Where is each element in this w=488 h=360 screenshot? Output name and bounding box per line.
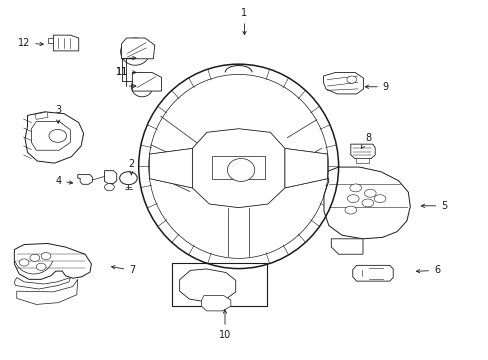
Polygon shape	[350, 144, 374, 158]
Polygon shape	[14, 278, 70, 289]
Ellipse shape	[49, 130, 66, 142]
Polygon shape	[104, 171, 117, 184]
Polygon shape	[17, 279, 78, 305]
Ellipse shape	[227, 158, 254, 181]
Ellipse shape	[346, 195, 358, 203]
Polygon shape	[192, 129, 285, 208]
Ellipse shape	[104, 184, 114, 191]
Ellipse shape	[139, 64, 338, 269]
Polygon shape	[355, 158, 368, 163]
Ellipse shape	[364, 189, 375, 197]
Polygon shape	[323, 72, 363, 94]
Ellipse shape	[361, 199, 373, 207]
Polygon shape	[324, 167, 409, 239]
Polygon shape	[149, 148, 192, 188]
Text: 1: 1	[241, 8, 247, 35]
Polygon shape	[352, 265, 392, 281]
Polygon shape	[14, 243, 91, 279]
Text: 3: 3	[55, 105, 61, 123]
Ellipse shape	[349, 184, 361, 192]
Text: 6: 6	[416, 265, 439, 275]
Text: 12: 12	[18, 38, 43, 48]
Polygon shape	[35, 112, 48, 120]
Polygon shape	[78, 175, 92, 184]
Text: 5: 5	[421, 201, 447, 211]
Text: 10: 10	[219, 310, 231, 340]
Polygon shape	[25, 112, 83, 163]
Polygon shape	[285, 148, 327, 188]
Bar	[172, 263, 267, 306]
Ellipse shape	[121, 38, 150, 65]
Text: 11: 11	[115, 67, 127, 77]
Polygon shape	[53, 35, 79, 51]
Text: 11: 11	[115, 67, 136, 77]
Ellipse shape	[30, 254, 40, 261]
Ellipse shape	[346, 76, 356, 83]
Polygon shape	[122, 38, 155, 59]
Ellipse shape	[131, 77, 153, 97]
Text: 2: 2	[128, 159, 134, 175]
Text: 9: 9	[365, 82, 388, 92]
Ellipse shape	[36, 263, 46, 270]
Ellipse shape	[373, 195, 385, 203]
Text: 4: 4	[55, 176, 72, 186]
Ellipse shape	[19, 259, 29, 266]
Ellipse shape	[344, 206, 356, 214]
Polygon shape	[201, 296, 230, 311]
Ellipse shape	[120, 172, 137, 185]
Polygon shape	[48, 38, 53, 43]
Polygon shape	[330, 239, 362, 254]
Text: 7: 7	[111, 265, 135, 275]
Polygon shape	[132, 72, 161, 91]
Ellipse shape	[41, 252, 51, 260]
Polygon shape	[179, 269, 235, 302]
Text: 8: 8	[361, 133, 371, 148]
